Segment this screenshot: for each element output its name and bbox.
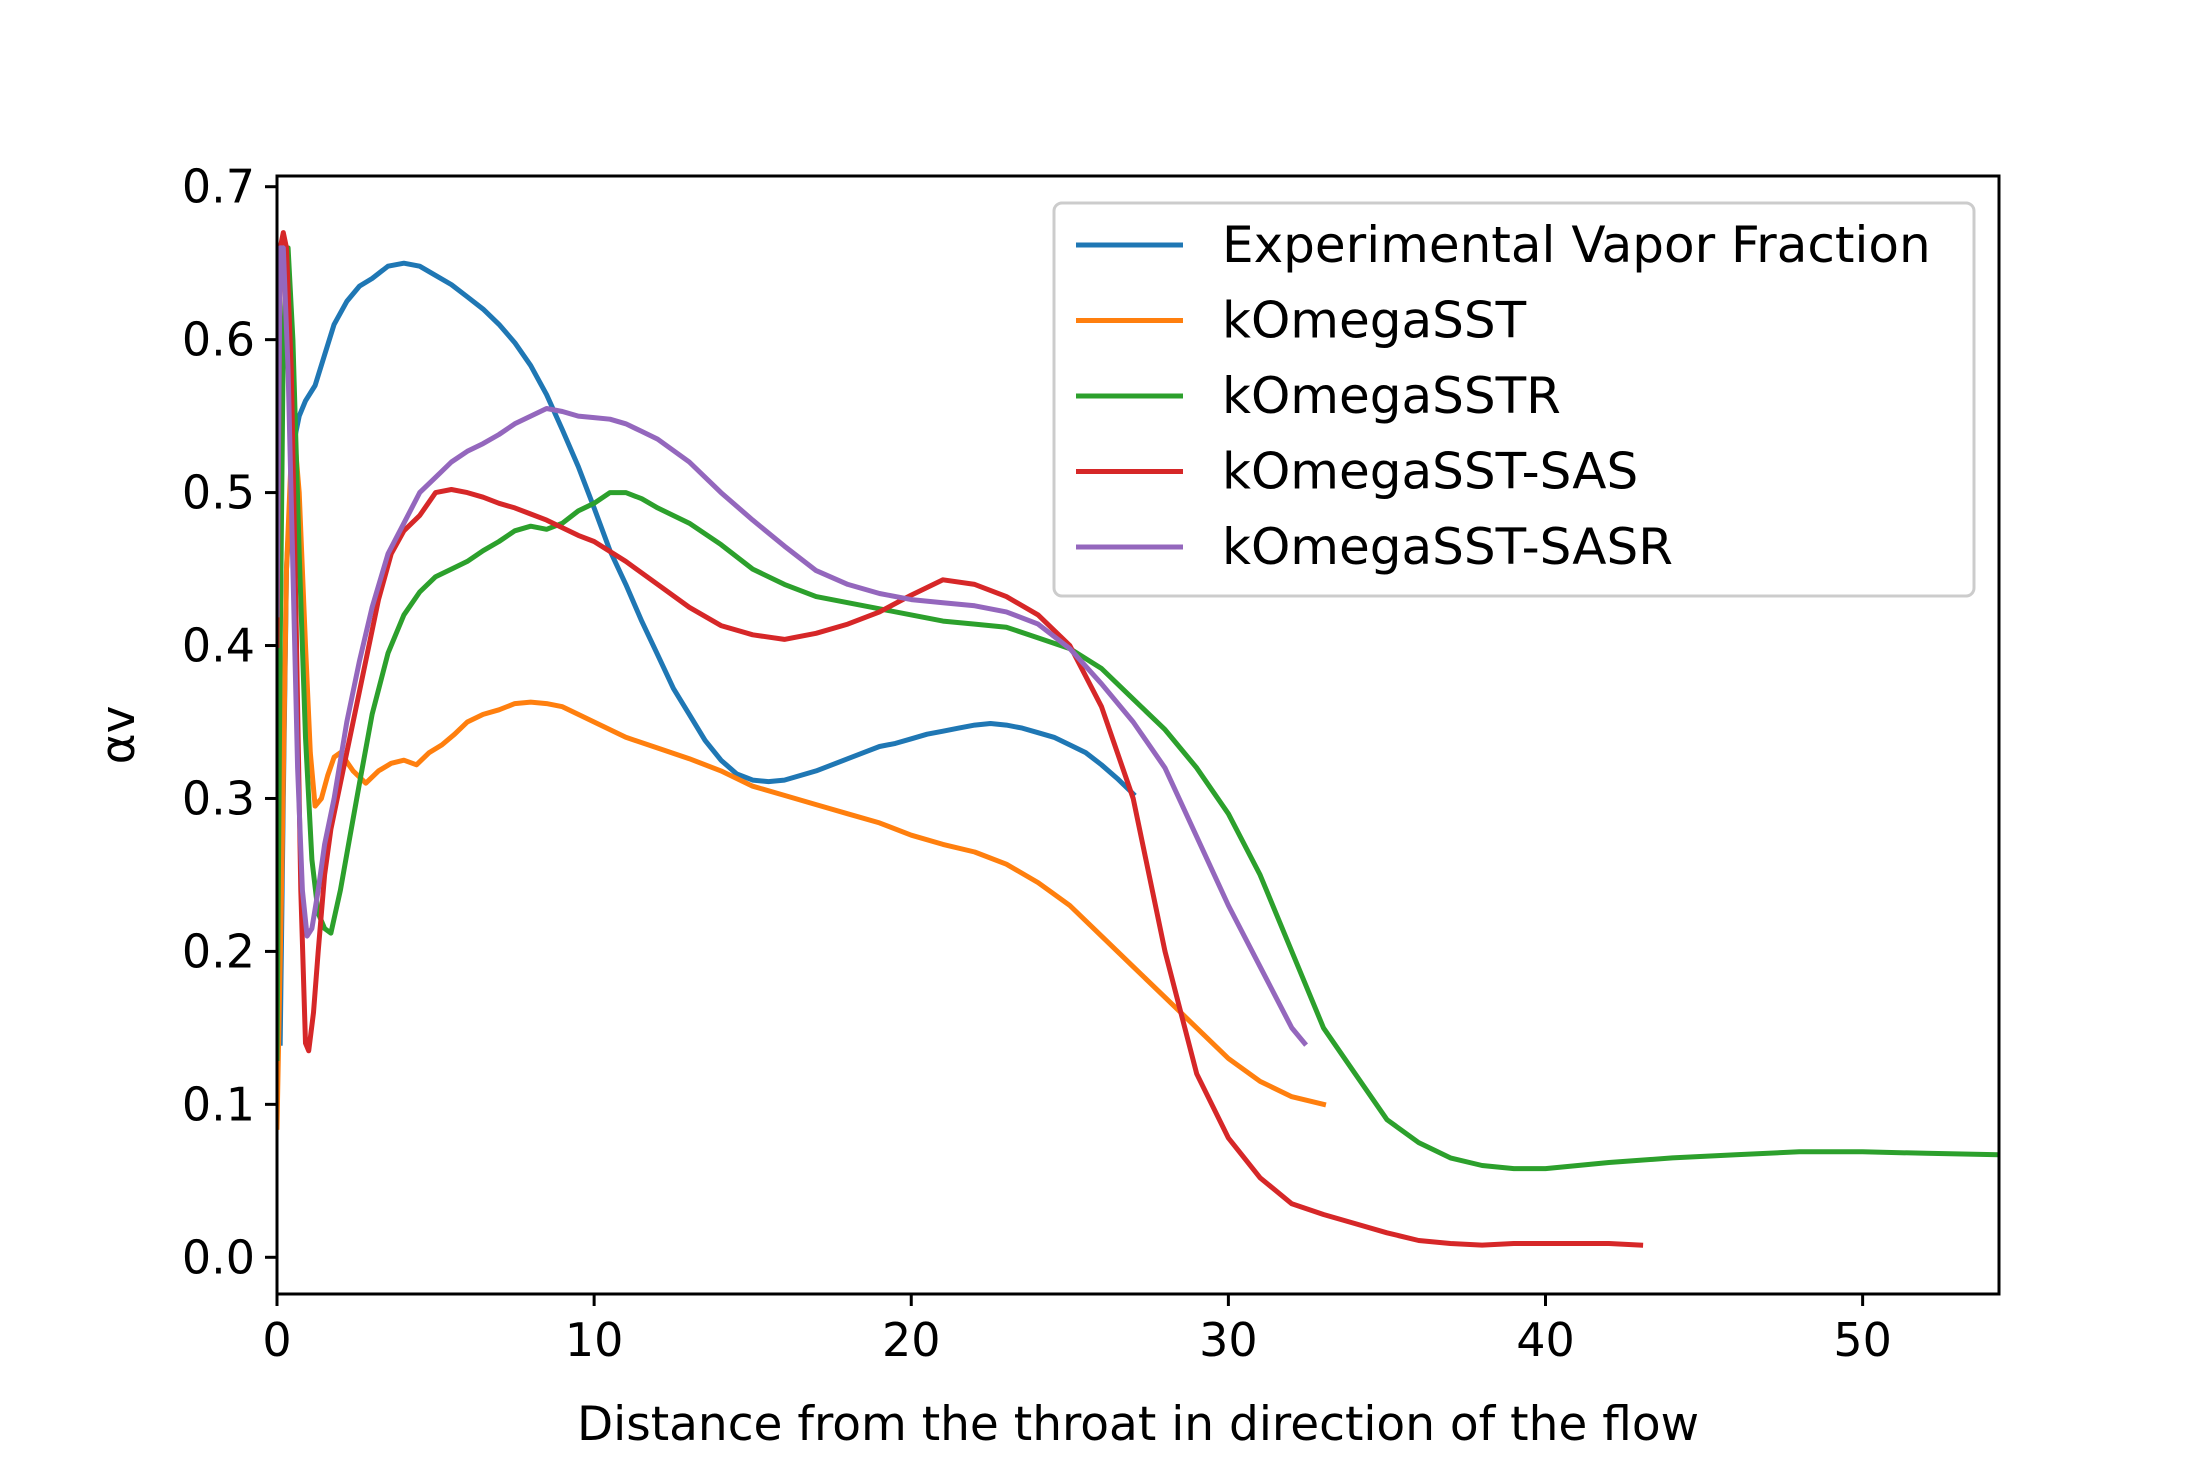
series-layer bbox=[277, 230, 1999, 1248]
legend: Experimental Vapor Fraction kOmegaSST kOme… bbox=[1052, 201, 1976, 598]
legend-box bbox=[1052, 201, 1976, 598]
y-tick-label: 0.6 bbox=[182, 313, 255, 367]
series-line-1 bbox=[277, 413, 1327, 1130]
y-axis: 0.0 0.1 0.2 0.3 0.4 0.5 0.6 0.7 bbox=[182, 160, 277, 1284]
y-tick-label: 0.4 bbox=[182, 619, 255, 673]
plot-frame bbox=[275, 174, 2001, 1296]
x-axis-label: Distance from the throat in direction of… bbox=[577, 1397, 1699, 1452]
y-tick-label: 0.0 bbox=[182, 1230, 255, 1284]
x-tick-label: 0 bbox=[262, 1313, 291, 1367]
series-line-0 bbox=[277, 260, 1137, 1046]
legend-label-2: kOmegaSSTR bbox=[1222, 367, 1561, 425]
x-tick-label: 10 bbox=[565, 1313, 624, 1367]
legend-label-3: kOmegaSST-SAS bbox=[1222, 443, 1638, 501]
y-tick-label: 0.7 bbox=[182, 160, 255, 214]
x-tick-label: 40 bbox=[1516, 1313, 1575, 1367]
x-tick-label: 30 bbox=[1199, 1313, 1258, 1367]
y-axis-label: αv bbox=[91, 706, 146, 765]
legend-label-4: kOmegaSST-SASR bbox=[1222, 518, 1673, 576]
x-tick-label: 50 bbox=[1833, 1313, 1892, 1367]
legend-label-1: kOmegaSST bbox=[1222, 292, 1527, 350]
series-line-2 bbox=[277, 245, 1999, 1172]
x-axis: 0 10 20 30 40 50 bbox=[262, 1294, 1892, 1367]
series-line-4 bbox=[277, 245, 1309, 1047]
legend-label-0: Experimental Vapor Fraction bbox=[1222, 216, 1931, 274]
x-tick-label: 20 bbox=[882, 1313, 941, 1367]
y-tick-label: 0.2 bbox=[182, 924, 255, 978]
y-tick-label: 0.5 bbox=[182, 466, 255, 520]
series-line-3 bbox=[277, 230, 1644, 1248]
y-tick-label: 0.1 bbox=[182, 1077, 255, 1131]
y-tick-label: 0.3 bbox=[182, 771, 255, 825]
